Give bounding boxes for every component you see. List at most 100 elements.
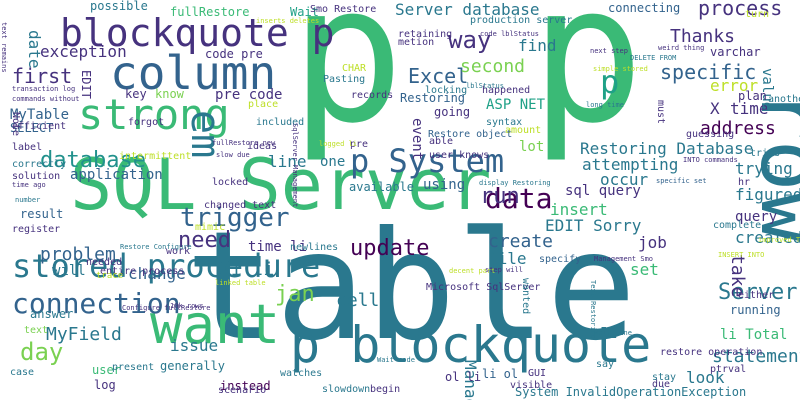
cloud-word: event [409,118,425,161]
cloud-word: label [12,142,43,153]
cloud-word: another [768,94,800,105]
cloud-word: fullRestore [170,5,250,19]
cloud-word: set [630,260,659,279]
cloud-word: ptrval [710,364,747,375]
cloud-word: blockquote p [60,11,335,55]
cloud-word: amount [505,125,542,136]
cloud-word: will [52,263,86,279]
cloud-word: X [710,99,720,118]
cloud-word: stay [652,372,677,383]
cloud-word: case [10,367,35,378]
cloud-word: forgot [128,117,165,128]
cloud-word: Configure fullRestore [122,304,211,312]
cloud-word: running [730,303,781,317]
cloud-word: must [655,100,666,125]
cloud-word: records [351,90,394,101]
cloud-word: way [448,26,492,54]
cloud-word: want [150,293,281,356]
cloud-word: newlines [290,242,339,253]
cloud-word: day [20,338,64,366]
cloud-word: stored procedure [12,247,321,285]
cloud-word: present [112,362,155,373]
cloud-word: CHAR [342,63,367,74]
cloud-word: efficient [12,121,67,132]
cloud-word: ideas [247,141,278,152]
cloud-word: Server database [395,0,540,19]
cloud-word: specific [660,60,757,84]
cloud-word: intermittent [119,151,192,162]
cloud-word: li li [220,259,275,280]
cloud-word: removes [292,257,335,268]
cloud-word: look [686,368,725,387]
cloud-word: log [94,378,116,392]
cloud-word: EDIT [79,70,93,99]
cloud-word: column [110,46,277,100]
cloud-word: p [290,0,405,165]
cloud-word: INSERT INTO [718,251,765,259]
cloud-word: li Total [720,327,788,343]
cloud-word: p blockquote [290,316,652,374]
cloud-word: find [518,36,557,55]
cloud-word: insert [550,200,608,219]
cloud-word: correctly [12,159,67,170]
cloud-word: database [40,148,146,173]
cloud-word: EDIT Sorry [545,216,642,235]
cloud-word: created [735,228,800,247]
cloud-word: inserts deletes [256,17,320,25]
cloud-word: Wait code [377,356,415,364]
cloud-word: second [460,56,526,77]
cloud-word: instead [220,379,271,393]
cloud-word: connecting [608,1,681,15]
cloud-word: trace [96,271,124,281]
cloud-word: time ago [12,181,46,189]
cloud-word: either [738,290,775,301]
cloud-word: jan [275,282,315,307]
cloud-word: due [652,379,671,390]
cloud-word: wanted [520,278,531,315]
cloud-word: text remains [0,22,8,73]
cloud-word: next step [590,47,628,55]
cloud-word: display Restoring [479,179,551,187]
cloud-word: retaining [398,29,453,40]
cloud-word: decent part [449,267,496,275]
cloud-word: SELECT [10,121,54,135]
cloud-word: error [710,76,759,95]
cloud-word: included [256,117,305,128]
cloud-word: register [12,224,61,235]
cloud-word: Smo Restore [310,4,377,15]
cloud-word: text [24,325,49,336]
cloud-word: 10k rows [170,302,204,310]
cloud-word: change [128,264,186,283]
cloud-word: li ol [482,367,519,381]
cloud-word: plan [738,89,767,103]
cloud-word: scenario [218,385,267,396]
cloud-word: tries [750,148,781,159]
cloud-word: one [320,154,346,170]
cloud-word: watches [280,368,323,379]
cloud-word: pre [350,139,369,150]
cloud-word: step will [485,266,523,274]
cloud-word: need [178,228,231,253]
cloud-word: needed [86,257,123,268]
cloud-word: line [268,152,307,171]
cloud-word: sql query [565,183,641,199]
cloud-word: Wait [290,5,319,19]
cloud-word: know [155,87,184,101]
cloud-word: metion [398,37,435,48]
cloud-word: complete [713,220,762,231]
cloud-word: Wait line [594,329,632,337]
cloud-word: trying [735,159,793,178]
cloud-word: syntax [486,117,523,128]
cloud-word: statement [712,346,800,367]
cloud-word: specify [539,254,582,265]
cloud-word: first [12,64,73,88]
cloud-word: Restoring [400,91,466,105]
cloud-word: issue [170,336,219,355]
cloud-word: simple stored [593,65,648,73]
cloud-word: long time [586,101,624,109]
cloud-word: SQL Server [70,144,492,226]
cloud-word: locked [212,177,249,188]
cloud-word: Server [718,280,798,305]
cloud-word: happened [482,85,531,96]
